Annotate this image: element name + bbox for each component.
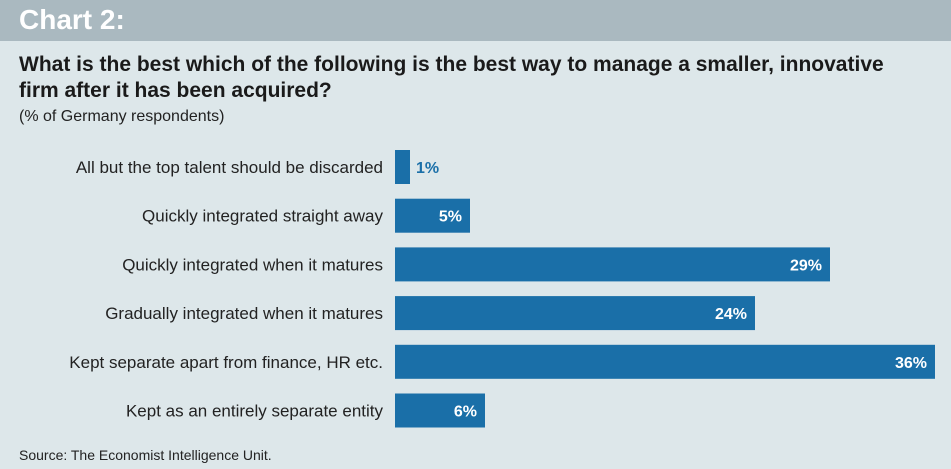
category-label: Quickly integrated straight away — [142, 207, 383, 226]
chart-number-label: Chart 2: — [19, 4, 125, 35]
bar — [395, 393, 485, 428]
category-label: Kept as an entirely separate entity — [126, 402, 384, 421]
source-note: Source: The Economist Intelligence Unit. — [19, 447, 272, 463]
category-label: All but the top talent should be discard… — [76, 158, 383, 177]
value-label: 36% — [895, 355, 927, 372]
category-label: Gradually integrated when it matures — [105, 304, 383, 323]
bar — [395, 344, 935, 379]
value-label: 24% — [715, 306, 747, 323]
header-band — [0, 0, 951, 41]
category-label: Quickly integrated when it matures — [122, 255, 383, 274]
chart-title: What is the best which of the following … — [19, 53, 884, 102]
category-label: Kept separate apart from finance, HR etc… — [69, 353, 383, 372]
value-label: 29% — [790, 257, 822, 274]
value-label: 6% — [454, 404, 477, 421]
bar — [395, 247, 830, 282]
bar — [395, 296, 755, 331]
bar — [395, 150, 410, 184]
value-label: 5% — [439, 209, 462, 226]
chart-subtitle: (% of Germany respondents) — [19, 108, 225, 125]
bar — [395, 198, 470, 233]
value-label: 1% — [416, 160, 439, 177]
